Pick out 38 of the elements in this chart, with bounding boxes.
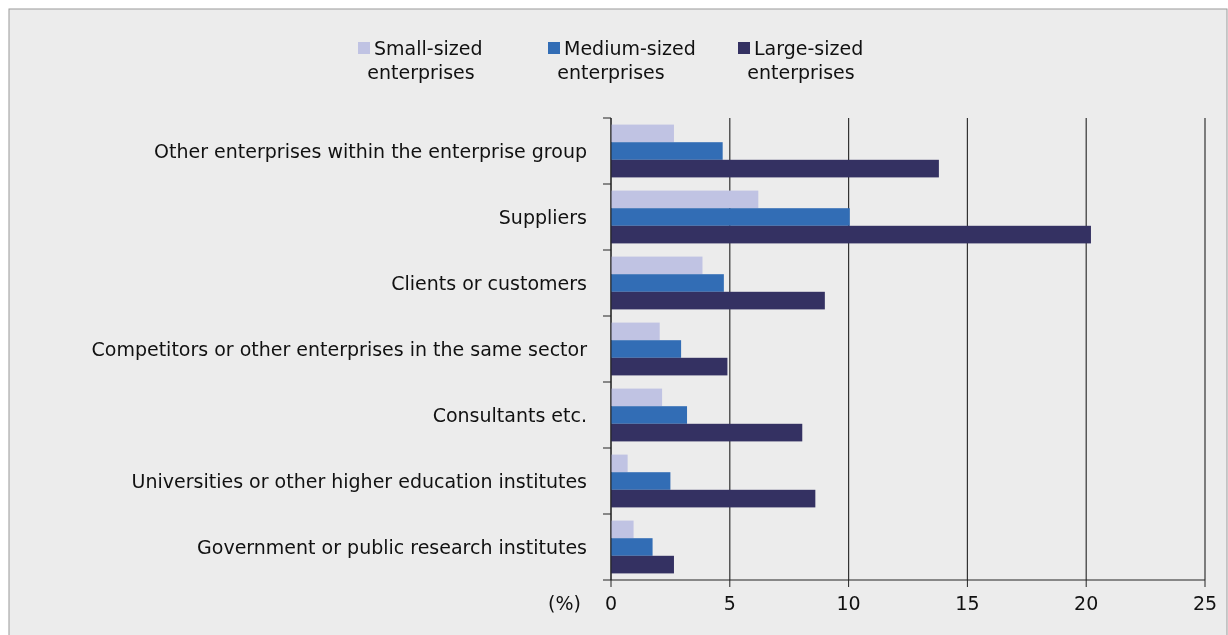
- bar: [611, 274, 724, 292]
- legend-label: Small-sized enterprises: [367, 37, 483, 83]
- bar: [611, 489, 816, 508]
- legend-label: Large-sized enterprises: [747, 37, 864, 83]
- bar: [611, 357, 728, 376]
- bar: [611, 256, 703, 275]
- bar: [611, 454, 628, 473]
- bar: [611, 225, 1091, 244]
- y-tick-label: Suppliers: [498, 206, 587, 228]
- bar: [611, 472, 671, 490]
- bar: [611, 291, 825, 310]
- x-tick-label: 15: [955, 592, 980, 614]
- legend-label: Medium-sized enterprises: [557, 37, 696, 83]
- bar: [611, 555, 674, 574]
- y-tick-label: Government or public research institutes: [197, 536, 587, 558]
- x-tick-label: 10: [836, 592, 861, 614]
- y-tick-label: Competitors or other enterprises in the same sector: [91, 338, 588, 360]
- y-tick-label: Consultants etc.: [432, 404, 587, 426]
- y-tick-label: Universities or other higher education institutes: [131, 470, 587, 492]
- x-tick-label: 20: [1074, 592, 1099, 614]
- bar: [611, 538, 653, 556]
- bar: [611, 159, 939, 178]
- bar: [611, 322, 660, 341]
- bar: [611, 388, 663, 407]
- bar: [611, 340, 682, 358]
- bar: [611, 208, 850, 226]
- y-tick-label: Other enterprises within the enterprise group: [154, 140, 587, 162]
- bar: [611, 124, 674, 143]
- y-tick-label: Clients or customers: [391, 272, 587, 294]
- x-tick-label: 0: [604, 592, 618, 614]
- bar: [611, 190, 759, 209]
- bar: [611, 423, 803, 442]
- x-axis-title: (%): [548, 592, 581, 614]
- x-tick-label: 25: [1192, 592, 1218, 614]
- bar: [611, 142, 723, 160]
- x-tick-label: 5: [723, 592, 736, 614]
- bar: [611, 520, 634, 539]
- bar: [611, 406, 688, 424]
